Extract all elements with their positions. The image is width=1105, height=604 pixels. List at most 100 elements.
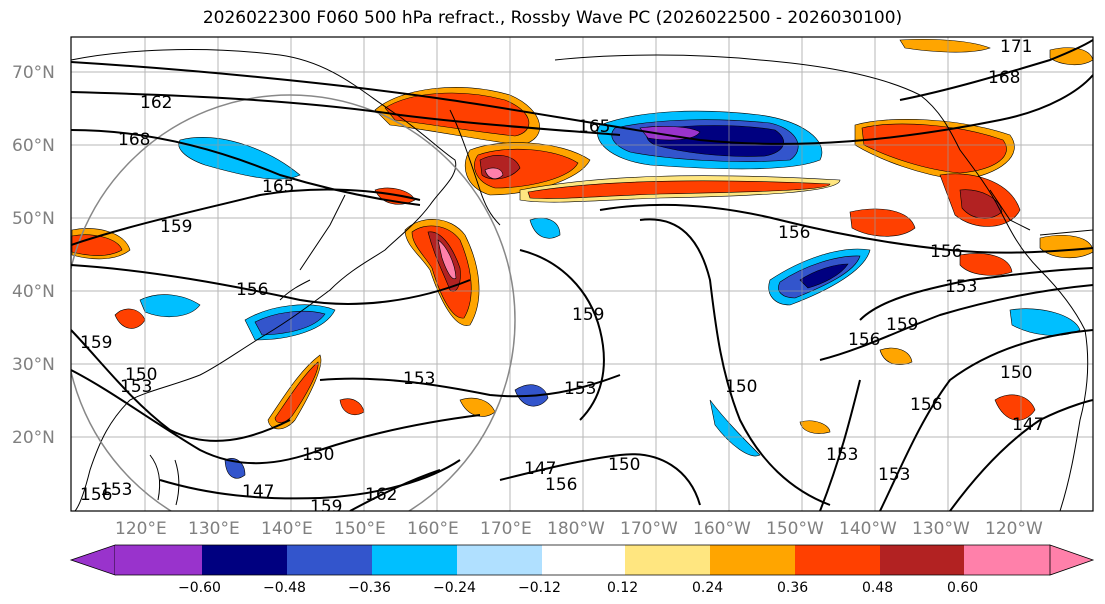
colorbar-swatch bbox=[457, 545, 542, 575]
contour-line bbox=[71, 129, 421, 206]
contour-label: 165 bbox=[578, 117, 610, 137]
lon-axis: 120°E 130°E 140°E 150°E 160°E 170°E 180°… bbox=[115, 519, 1043, 539]
contour-label: 150 bbox=[302, 445, 334, 465]
plot-frame bbox=[70, 36, 1094, 512]
lat-label: 20°N bbox=[12, 428, 55, 448]
colorbar-tick-label: 0.60 bbox=[947, 580, 978, 596]
shade-blob bbox=[178, 137, 301, 180]
contour-line bbox=[319, 374, 621, 398]
lon-label: 120°W bbox=[985, 519, 1043, 539]
shade-blob bbox=[484, 167, 504, 179]
contour-label: 162 bbox=[140, 93, 172, 113]
contour-label: 165 bbox=[262, 177, 294, 197]
contour-line bbox=[349, 469, 441, 511]
lat-label: 40°N bbox=[12, 282, 55, 302]
lat-label: 30°N bbox=[12, 355, 55, 375]
shade-blob bbox=[639, 126, 701, 141]
contour-label-layer: 162 168 165 165 159 156 153 150 147 159 … bbox=[80, 37, 1044, 517]
contour-label: 168 bbox=[988, 68, 1020, 88]
shade-blob bbox=[527, 180, 831, 199]
contour-label: 159 bbox=[572, 305, 604, 325]
contour-line bbox=[71, 329, 291, 442]
coastline-canada-islands bbox=[989, 189, 1093, 236]
colorbar-right-arrow bbox=[1049, 544, 1095, 576]
shade-blob bbox=[959, 253, 1013, 276]
projection-circle bbox=[71, 94, 516, 511]
shade-blob bbox=[274, 361, 319, 423]
contour-line bbox=[819, 379, 861, 511]
contour-line bbox=[71, 369, 481, 465]
colorbar-tick-label: −0.60 bbox=[178, 580, 221, 596]
colorbar-tick-label: 0.24 bbox=[692, 580, 723, 596]
contour-line bbox=[949, 399, 1093, 511]
contour-label: 150 bbox=[725, 377, 757, 397]
shade-blob bbox=[1039, 235, 1093, 259]
contour-label: 168 bbox=[118, 130, 150, 150]
shade-blob bbox=[224, 458, 246, 479]
shade-blob bbox=[411, 225, 472, 319]
shade-blob bbox=[849, 208, 916, 237]
contour-label: 156 bbox=[236, 280, 268, 300]
contour-label: 171 bbox=[1000, 37, 1032, 57]
contour-label: 147 bbox=[242, 482, 274, 502]
colorbar-swatch bbox=[202, 545, 287, 575]
coastline-kamchatka bbox=[449, 109, 501, 226]
colorbar-tick-label: 0.36 bbox=[777, 580, 808, 596]
colorbar: −0.60 −0.48 −0.36 −0.24 −0.12 0.12 0.24 … bbox=[69, 544, 1095, 596]
lon-label: 140°W bbox=[839, 519, 897, 539]
contour-label: 147 bbox=[524, 459, 556, 479]
contour-line bbox=[859, 267, 1093, 321]
colorbar-tick-label: 0.48 bbox=[862, 580, 893, 596]
colorbar-tick-label: −0.36 bbox=[348, 580, 391, 596]
contour-label: 159 bbox=[80, 333, 112, 353]
shade-blob bbox=[1009, 308, 1081, 336]
contour-label: 153 bbox=[945, 277, 977, 297]
contour-line bbox=[159, 459, 461, 500]
contour-label: 159 bbox=[160, 217, 192, 237]
shade-blob bbox=[139, 294, 201, 318]
colorbar-tick-label: −0.48 bbox=[263, 580, 306, 596]
map-title: 2026022300 F060 500 hPa refract., Rossby… bbox=[202, 8, 903, 28]
contour-label: 153 bbox=[878, 465, 910, 485]
lon-label: 170°E bbox=[480, 519, 532, 539]
contour-line bbox=[71, 188, 421, 246]
contour-line bbox=[819, 284, 1093, 361]
shade-blob bbox=[994, 394, 1036, 421]
colorbar-swatch bbox=[372, 545, 457, 575]
coastline-alaska bbox=[554, 54, 1089, 511]
shade-blob bbox=[437, 239, 457, 280]
contour-label: 156 bbox=[930, 242, 962, 262]
shade-blob bbox=[799, 420, 831, 434]
contour-label: 153 bbox=[120, 377, 152, 397]
lon-label: 130°W bbox=[912, 519, 970, 539]
coastlines bbox=[71, 49, 1093, 511]
lon-label: 160°E bbox=[407, 519, 459, 539]
contour-line bbox=[499, 453, 701, 506]
colorbar-swatch bbox=[287, 545, 372, 575]
lon-label: 120°E bbox=[115, 519, 167, 539]
colorbar-swatch bbox=[710, 545, 795, 575]
contour-label: 159 bbox=[310, 497, 342, 517]
contour-label: 147 bbox=[1012, 415, 1044, 435]
lon-label: 170°W bbox=[620, 519, 678, 539]
contour-label: 159 bbox=[886, 315, 918, 335]
lat-label: 60°N bbox=[12, 136, 55, 156]
lon-label: 150°E bbox=[334, 519, 386, 539]
shade-blob bbox=[799, 263, 849, 289]
contour-label: 156 bbox=[778, 223, 810, 243]
shade-blob bbox=[959, 189, 1003, 219]
contour-line bbox=[899, 39, 1093, 101]
contour-lines bbox=[71, 39, 1093, 511]
coastline-asia bbox=[71, 49, 457, 511]
contour-label: 150 bbox=[608, 455, 640, 475]
contour-line bbox=[71, 264, 471, 305]
lon-label: 180°W bbox=[547, 519, 605, 539]
contour-label: 153 bbox=[403, 369, 435, 389]
contour-line bbox=[71, 91, 621, 136]
contour-line bbox=[599, 203, 1093, 254]
contour-line bbox=[639, 218, 831, 506]
lon-label: 150°W bbox=[766, 519, 824, 539]
colorbar-tick-label: 0.12 bbox=[607, 580, 638, 596]
colorbar-swatch bbox=[625, 545, 710, 575]
